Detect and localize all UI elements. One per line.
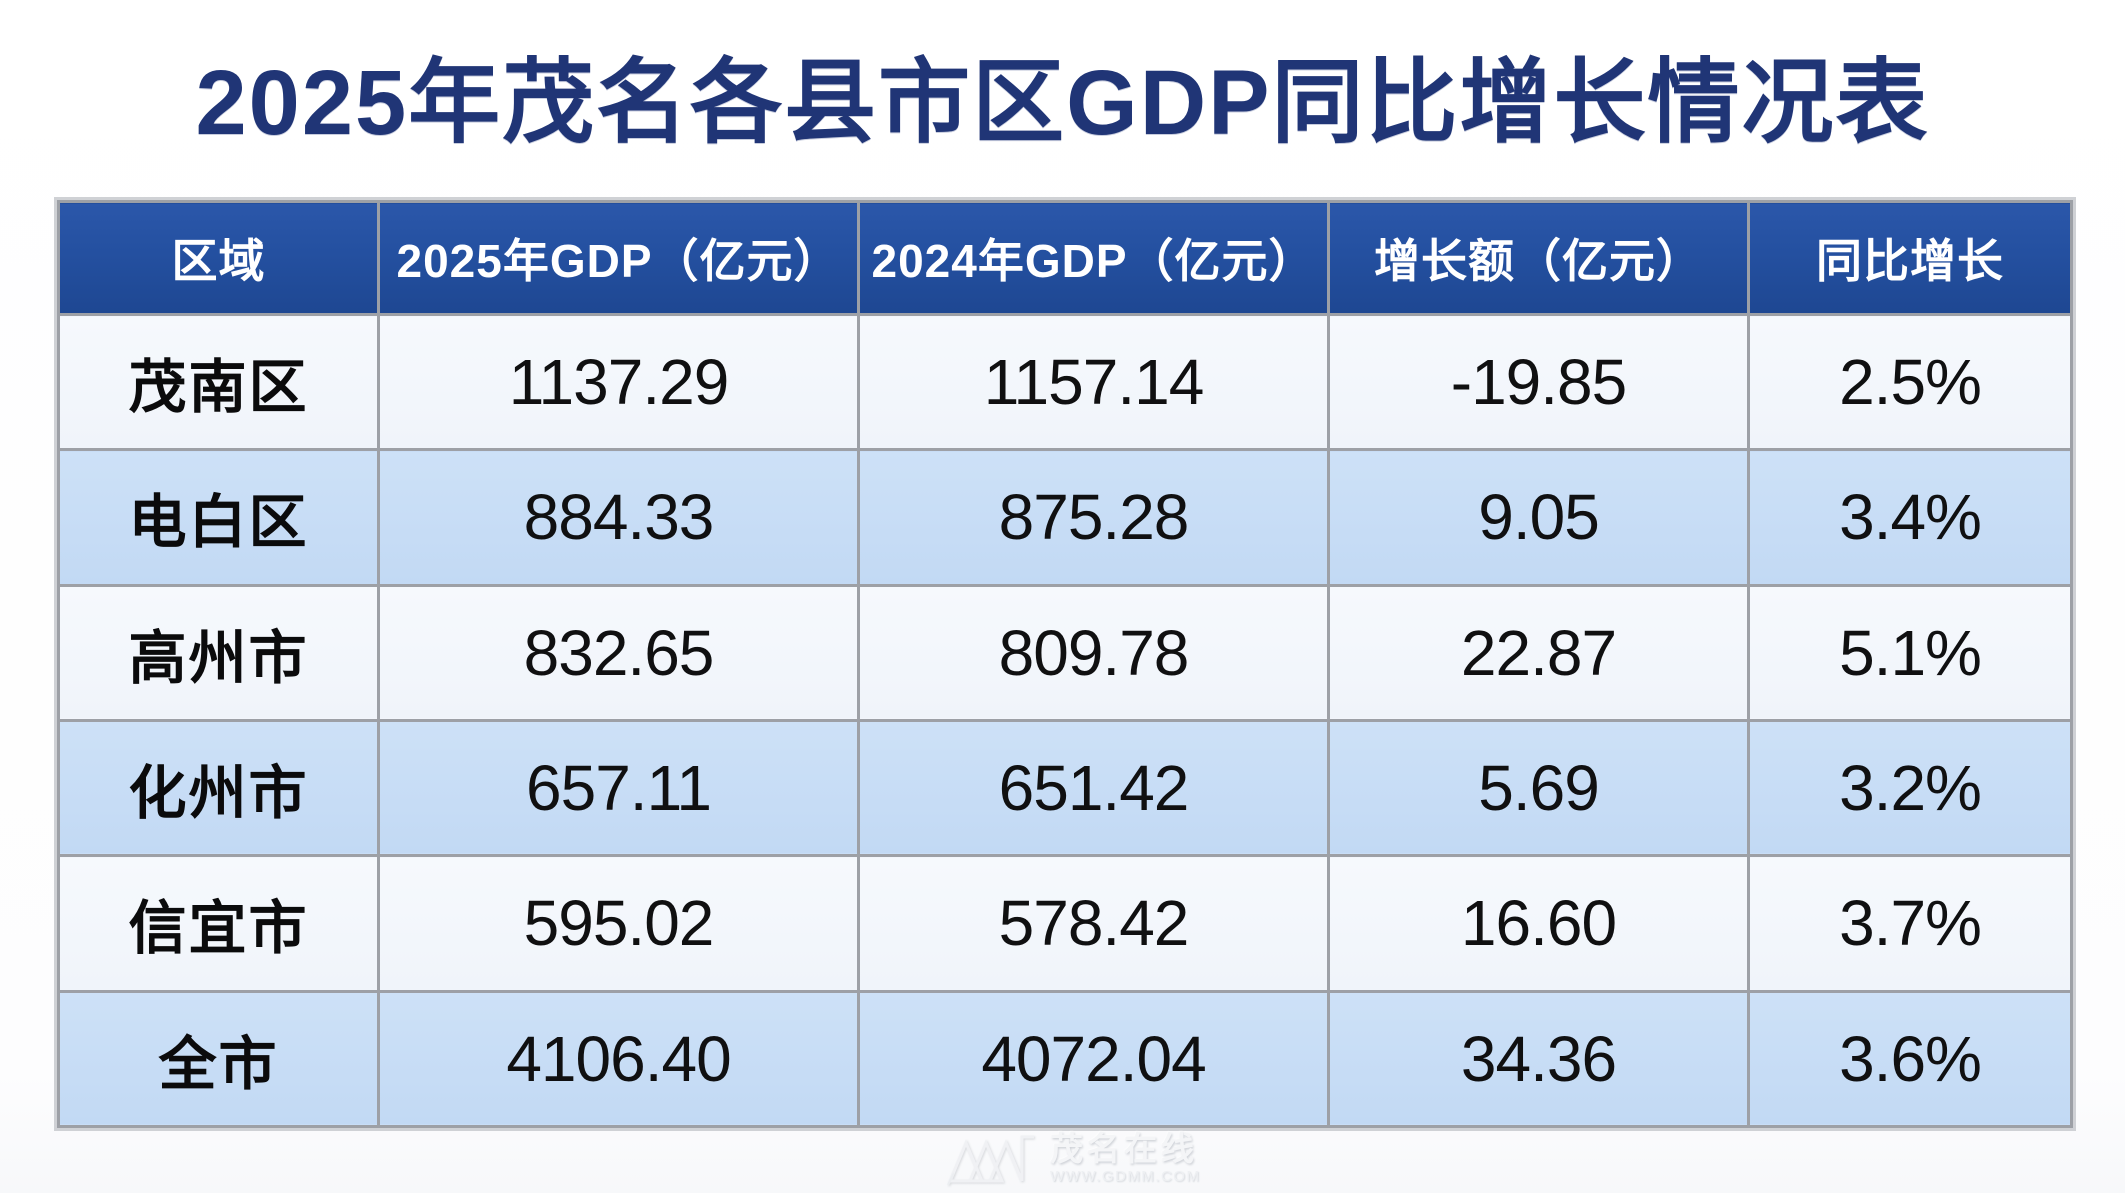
cell-region: 茂南区 bbox=[57, 312, 380, 452]
cell-gdp-2024: 809.78 bbox=[857, 583, 1330, 722]
cell-yoy-growth: 2.5% bbox=[1747, 312, 2073, 452]
cell-gdp-2024: 875.28 bbox=[857, 448, 1330, 587]
cell-gdp-2025: 657.11 bbox=[377, 718, 860, 858]
gdmm-triangles-logo-icon bbox=[947, 1135, 1034, 1186]
cell-gdp-2025: 884.33 bbox=[377, 448, 860, 587]
cell-growth-amount: 22.87 bbox=[1327, 583, 1750, 722]
table-row: 信宜市 595.02 578.42 16.60 3.7% bbox=[57, 854, 2073, 993]
table-row: 茂南区 1137.29 1157.14 -19.85 2.5% bbox=[57, 312, 2073, 452]
cell-gdp-2025: 4106.40 bbox=[377, 989, 860, 1129]
header-region: 区域 bbox=[57, 200, 380, 316]
cell-growth-amount: -19.85 bbox=[1327, 312, 1750, 452]
cell-region: 高州市 bbox=[57, 583, 380, 722]
cell-region: 全市 bbox=[57, 989, 380, 1129]
table-row: 高州市 832.65 809.78 22.87 5.1% bbox=[57, 583, 2073, 722]
cell-growth-amount: 16.60 bbox=[1327, 854, 1750, 993]
cell-yoy-growth: 3.6% bbox=[1747, 989, 2073, 1129]
cell-gdp-2024: 1157.14 bbox=[857, 312, 1330, 452]
cell-yoy-growth: 3.4% bbox=[1747, 448, 2073, 587]
cell-growth-amount: 5.69 bbox=[1327, 718, 1750, 858]
gdp-table: 区域 2025年GDP（亿元） 2024年GDP（亿元） 增长额（亿元） 同比增… bbox=[54, 197, 2076, 1131]
cell-gdp-2024: 651.42 bbox=[857, 718, 1330, 858]
cell-yoy-growth: 5.1% bbox=[1747, 583, 2073, 722]
header-yoy-growth: 同比增长 bbox=[1747, 200, 2073, 316]
cell-growth-amount: 9.05 bbox=[1327, 448, 1750, 587]
table-row-total: 全市 4106.40 4072.04 34.36 3.6% bbox=[57, 989, 2073, 1129]
watermark-site-url: WWW.GDMM.COM bbox=[1050, 1168, 1201, 1185]
cell-gdp-2024: 578.42 bbox=[857, 854, 1330, 993]
watermark: 茂名在线 WWW.GDMM.COM bbox=[946, 1126, 1200, 1190]
cell-gdp-2025: 595.02 bbox=[377, 854, 860, 993]
table-row: 化州市 657.11 651.42 5.69 3.2% bbox=[57, 718, 2073, 858]
cell-region: 信宜市 bbox=[57, 854, 380, 993]
table-header-row: 区域 2025年GDP（亿元） 2024年GDP（亿元） 增长额（亿元） 同比增… bbox=[57, 200, 2073, 316]
header-gdp-2025: 2025年GDP（亿元） bbox=[377, 200, 860, 316]
cell-growth-amount: 34.36 bbox=[1327, 989, 1750, 1129]
cell-yoy-growth: 3.2% bbox=[1747, 718, 2073, 858]
cell-region: 电白区 bbox=[57, 448, 380, 587]
header-growth-amount: 增长额（亿元） bbox=[1327, 200, 1750, 316]
cell-region: 化州市 bbox=[57, 718, 380, 858]
watermark-site-name: 茂名在线 bbox=[1050, 1130, 1198, 1167]
cell-gdp-2025: 1137.29 bbox=[377, 312, 860, 452]
cell-gdp-2025: 832.65 bbox=[377, 583, 860, 722]
header-gdp-2024: 2024年GDP（亿元） bbox=[857, 200, 1330, 316]
table-row: 电白区 884.33 875.28 9.05 3.4% bbox=[57, 448, 2073, 587]
cell-gdp-2024: 4072.04 bbox=[857, 989, 1330, 1129]
page-title: 2025年茂名各县市区GDP同比增长情况表 bbox=[195, 52, 1930, 154]
cell-yoy-growth: 3.7% bbox=[1747, 854, 2073, 993]
